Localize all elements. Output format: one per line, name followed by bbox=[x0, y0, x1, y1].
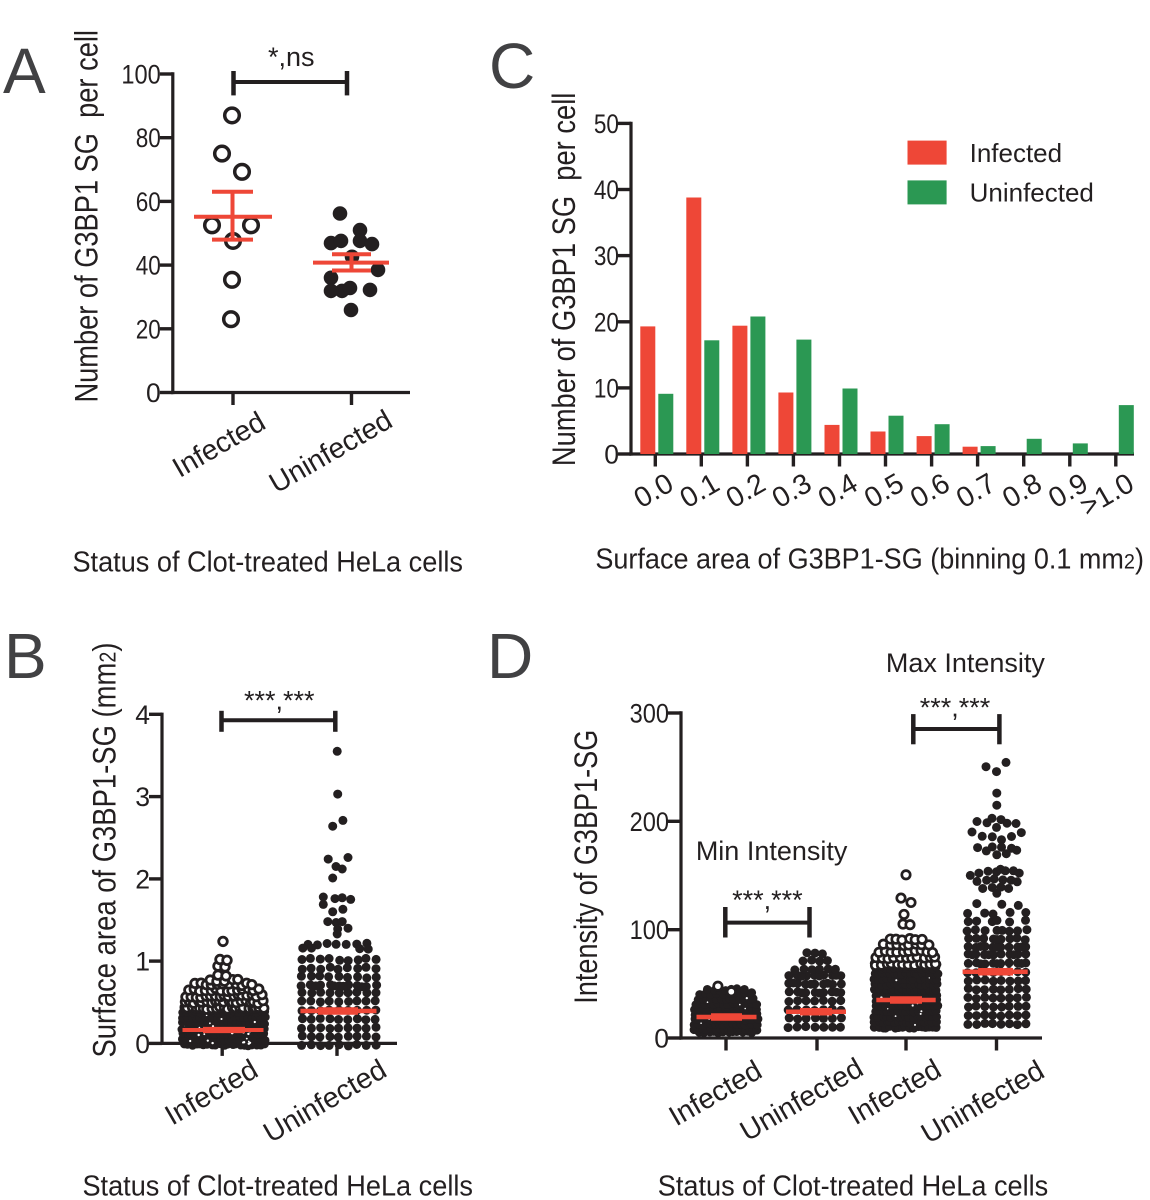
svg-text:20: 20 bbox=[136, 314, 161, 344]
svg-text:60: 60 bbox=[136, 187, 161, 217]
svg-text:3: 3 bbox=[135, 782, 150, 812]
svg-text:***,***: ***,*** bbox=[244, 686, 315, 716]
svg-text:Uninfected: Uninfected bbox=[970, 178, 1094, 208]
svg-text:100: 100 bbox=[121, 60, 160, 90]
svg-text:Status of Clot-treated HeLa ce: Status of Clot-treated HeLa cells bbox=[72, 546, 463, 578]
svg-text:0: 0 bbox=[654, 1024, 669, 1054]
svg-text:50: 50 bbox=[594, 109, 619, 139]
svg-text:*,ns: *,ns bbox=[268, 42, 315, 72]
svg-text:10: 10 bbox=[594, 373, 619, 403]
svg-text:Infected: Infected bbox=[970, 138, 1063, 168]
svg-text:0.1: 0.1 bbox=[675, 467, 725, 515]
svg-text:200: 200 bbox=[630, 807, 669, 837]
svg-text:A: A bbox=[3, 35, 46, 107]
svg-text:0: 0 bbox=[135, 1029, 150, 1059]
svg-text:Max Intensity: Max Intensity bbox=[886, 648, 1046, 678]
svg-text:Number of G3BP1 SG per cell: Number of G3BP1 SG per cell bbox=[546, 93, 582, 467]
svg-text:0.3: 0.3 bbox=[767, 467, 817, 515]
svg-text:1: 1 bbox=[135, 947, 150, 977]
svg-text:Surface area of G3BP1-SG (mm2): Surface area of G3BP1-SG (mm2) bbox=[87, 643, 123, 1058]
svg-text:0.0: 0.0 bbox=[629, 467, 679, 515]
svg-text:B: B bbox=[4, 620, 47, 692]
svg-text:D: D bbox=[487, 620, 533, 692]
svg-text:***,***: ***,*** bbox=[920, 693, 991, 723]
svg-text:Uninfected: Uninfected bbox=[258, 1054, 392, 1150]
svg-text:0.8: 0.8 bbox=[997, 467, 1047, 515]
svg-text:80: 80 bbox=[136, 123, 161, 153]
svg-text:0.7: 0.7 bbox=[951, 467, 1001, 515]
svg-text:0.4: 0.4 bbox=[813, 467, 863, 515]
svg-text:300: 300 bbox=[630, 699, 669, 729]
svg-text:40: 40 bbox=[136, 251, 161, 281]
svg-text:Status of Clot-treated HeLa ce: Status of Clot-treated HeLa cells bbox=[658, 1171, 1049, 1200]
svg-text:>1.0: >1.0 bbox=[1075, 467, 1140, 523]
svg-text:Min Intensity: Min Intensity bbox=[696, 836, 848, 866]
svg-text:0: 0 bbox=[146, 378, 161, 408]
svg-text:Infected: Infected bbox=[160, 1054, 264, 1132]
svg-text:20: 20 bbox=[594, 307, 619, 337]
svg-text:Intensity of G3BP1-SG: Intensity of G3BP1-SG bbox=[568, 730, 604, 1004]
svg-text:0.2: 0.2 bbox=[721, 467, 771, 515]
svg-text:Status of Clot-treated HeLa ce: Status of Clot-treated HeLa cells bbox=[82, 1171, 473, 1200]
svg-text:4: 4 bbox=[135, 700, 150, 730]
svg-text:100: 100 bbox=[630, 915, 669, 945]
svg-text:0: 0 bbox=[604, 440, 619, 470]
svg-text:2: 2 bbox=[135, 864, 150, 894]
svg-text:***,***: ***,*** bbox=[732, 885, 803, 915]
svg-text:Number of G3BP1 SG per cell: Number of G3BP1 SG per cell bbox=[69, 30, 105, 403]
svg-text:C: C bbox=[489, 30, 535, 102]
svg-text:Infected: Infected bbox=[167, 406, 271, 484]
svg-text:Uninfected: Uninfected bbox=[264, 404, 398, 500]
svg-text:Surface area of G3BP1-SG (binn: Surface area of G3BP1-SG (binning 0.1 mm… bbox=[595, 544, 1144, 576]
svg-text:0.6: 0.6 bbox=[905, 467, 955, 515]
svg-text:0.5: 0.5 bbox=[859, 467, 909, 515]
svg-text:30: 30 bbox=[594, 241, 619, 271]
svg-text:40: 40 bbox=[594, 175, 619, 205]
